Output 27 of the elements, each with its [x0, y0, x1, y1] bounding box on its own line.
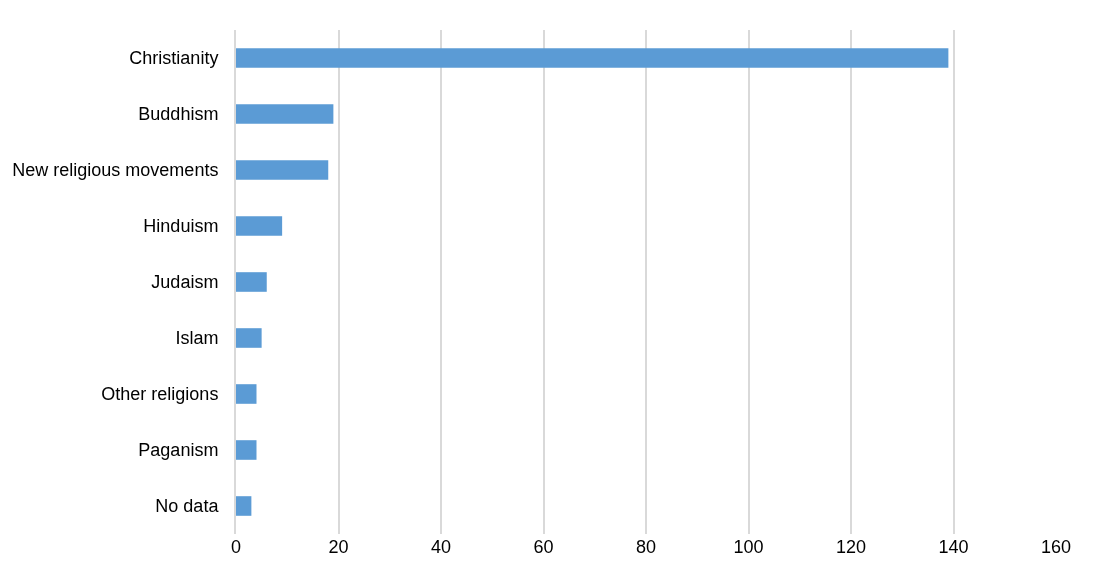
x-tick-label: 140 [938, 537, 969, 557]
x-tick-label: 0 [230, 537, 242, 557]
bar [236, 104, 334, 124]
x-tick-label: 120 [835, 537, 867, 557]
bar [236, 272, 267, 292]
x-tick-label: 20 [328, 537, 349, 557]
y-tick-label: Paganism [138, 440, 219, 461]
x-tick-label: 40 [430, 537, 452, 557]
bar [236, 328, 262, 348]
y-tick-label: Judaism [151, 272, 219, 293]
y-tick-label: New religious movements [12, 160, 219, 181]
x-tick-label: 160 [1040, 537, 1072, 557]
bar [236, 440, 257, 460]
y-tick-label: Other religions [101, 384, 219, 405]
y-tick-label: Christianity [129, 48, 219, 69]
bar [236, 48, 949, 68]
bar [236, 160, 329, 180]
x-tick-label: 60 [533, 537, 554, 557]
y-tick-label: Hinduism [143, 216, 219, 237]
y-tick-label: No data [155, 496, 220, 517]
bar [236, 496, 252, 516]
x-tick-label: 100 [733, 537, 764, 557]
bar [236, 384, 257, 404]
y-tick-label: Islam [175, 328, 219, 349]
y-tick-label: Buddhism [138, 104, 219, 125]
x-tick-label: 80 [635, 537, 657, 557]
bar [236, 216, 283, 236]
